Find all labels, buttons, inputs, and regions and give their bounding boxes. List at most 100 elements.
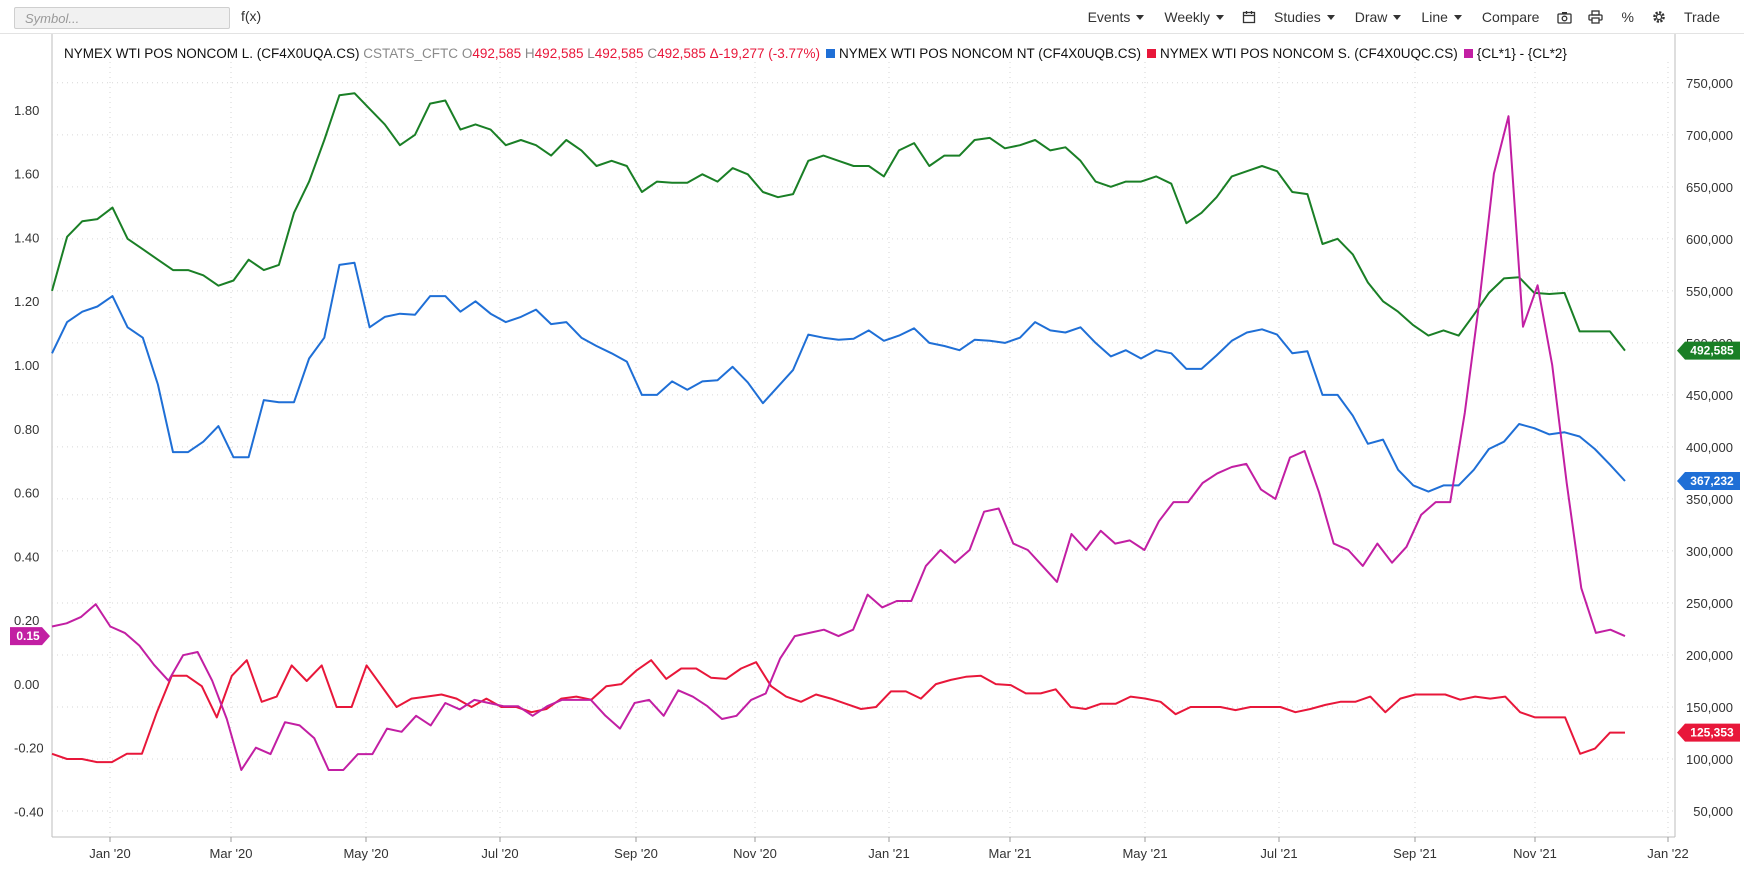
legend-open-value: 492,585 <box>472 46 522 61</box>
compare-label: Compare <box>1481 9 1540 25</box>
x-axis-tick-label: Jan '22 <box>1647 846 1689 861</box>
chevron-down-icon <box>1326 14 1335 20</box>
right-axis-tick-label: 700,000 <box>1686 128 1733 143</box>
legend-series4[interactable]: {CL*1} - {CL*2} <box>1476 46 1567 61</box>
right-axis-tick-label: 600,000 <box>1686 232 1733 247</box>
compare-button[interactable]: Compare <box>1472 0 1550 34</box>
gridlines <box>51 34 1676 838</box>
left-axis: 1.80 1.60 1.40 1.20 1.00 0.80 0.60 0.40 0.20 0.00… <box>14 103 44 820</box>
legend-change: Δ-19,277 (-3.77%) <box>709 46 820 61</box>
events-menu[interactable]: Events <box>1078 0 1155 34</box>
left-axis-tick-label: 0.20 <box>14 613 39 628</box>
chart-type-label: Line <box>1421 9 1448 25</box>
trade-label: Trade <box>1683 9 1720 25</box>
interval-menu[interactable]: Weekly <box>1154 0 1234 34</box>
price-tag-label: 0.15 <box>16 629 40 643</box>
price-tag-blue: 367,232 <box>1677 471 1740 490</box>
toolbar: f(x) Events Weekly Studies Draw Line Com… <box>0 0 1744 34</box>
toolbar-actions: Events Weekly Studies Draw Line Compare … <box>1078 0 1730 34</box>
price-tag-green: 492,585 <box>1677 341 1740 360</box>
chevron-down-icon <box>1216 14 1225 20</box>
calendar-button[interactable] <box>1234 0 1264 34</box>
price-tag-label: 125,353 <box>1690 726 1734 740</box>
price-tag-magenta: 0.15 <box>10 627 50 646</box>
chart-type-menu[interactable]: Line <box>1411 0 1471 34</box>
price-tag-label: 492,585 <box>1690 344 1734 358</box>
legend-low-value: 492,585 <box>594 46 644 61</box>
legend-source: CSTATS_CFTC <box>363 46 459 61</box>
legend-close-value: 492,585 <box>657 46 706 61</box>
legend-swatch-blue <box>826 49 835 58</box>
interval-label: Weekly <box>1164 9 1211 25</box>
print-button[interactable] <box>1580 0 1611 34</box>
chevron-down-icon <box>1453 14 1462 20</box>
right-axis: 750,000700,000650,000600,000550,000500,0… <box>1686 76 1733 819</box>
x-axis-tick-label: Mar '20 <box>210 846 253 861</box>
x-axis-tick-label: Sep '20 <box>614 846 658 861</box>
calendar-icon <box>1242 11 1256 24</box>
series-line-blue <box>51 261 1626 493</box>
percent-label: % <box>1621 9 1634 25</box>
right-axis-tick-label: 100,000 <box>1686 752 1733 767</box>
legend-high-value: 492,585 <box>534 46 584 61</box>
left-axis-tick-label: 1.60 <box>14 167 39 182</box>
settings-button[interactable] <box>1644 0 1674 34</box>
symbol-search-input[interactable] <box>14 7 230 29</box>
price-tag-shape <box>10 627 50 646</box>
draw-label: Draw <box>1354 9 1388 25</box>
legend-main-symbol[interactable]: NYMEX WTI POS NONCOM L. (CF4X0UQA.CS) <box>64 46 360 61</box>
left-axis-tick-label: -0.20 <box>14 741 44 756</box>
price-tag-shape <box>1677 341 1740 360</box>
series-line-green <box>51 92 1626 352</box>
x-axis-tick-label: Sep '21 <box>1393 846 1437 861</box>
legend-swatch-magenta <box>1463 49 1473 58</box>
x-axis-tick-label: May '20 <box>343 846 388 861</box>
series-line-red <box>51 659 1625 764</box>
legend-series3[interactable]: NYMEX WTI POS NONCOM S. (CF4X0UQC.CS) <box>1160 46 1458 61</box>
right-axis-tick-label: 450,000 <box>1686 388 1733 403</box>
printer-icon <box>1588 10 1604 24</box>
trade-button[interactable]: Trade <box>1674 0 1730 34</box>
x-axis-tick-label: Jan '20 <box>89 846 131 861</box>
events-label: Events <box>1087 9 1131 25</box>
function-button[interactable]: f(x) <box>241 8 262 24</box>
right-axis-tick-label: 150,000 <box>1686 700 1733 715</box>
draw-menu[interactable]: Draw <box>1345 0 1412 34</box>
series-line-magenta <box>51 115 1626 771</box>
x-axis-tick-label: Jul '21 <box>1260 846 1297 861</box>
legend-low-label: L <box>587 46 595 61</box>
camera-icon <box>1557 11 1573 24</box>
x-axis-tick-label: Nov '21 <box>1513 846 1557 861</box>
left-axis-tick-label: 0.60 <box>14 486 39 501</box>
studies-menu[interactable]: Studies <box>1264 0 1345 34</box>
left-axis-tick-label: 1.80 <box>14 103 39 118</box>
right-axis-tick-label: 50,000 <box>1693 804 1733 819</box>
x-axis-tick-label: Mar '21 <box>989 846 1032 861</box>
legend-swatch-red <box>1147 49 1157 58</box>
price-tag-shape <box>1677 471 1740 490</box>
legend-high-label: H <box>524 46 535 61</box>
legend-close-label: C <box>647 46 658 61</box>
right-axis-tick-label: 400,000 <box>1686 440 1733 455</box>
snapshot-button[interactable] <box>1549 0 1580 34</box>
x-axis-tick-label: Jul '20 <box>481 846 518 861</box>
right-axis-tick-label: 300,000 <box>1686 544 1733 559</box>
right-axis-tick-label: 350,000 <box>1686 492 1733 507</box>
right-axis-tick-label: 550,000 <box>1686 284 1733 299</box>
left-axis-tick-label: 0.40 <box>14 549 39 564</box>
x-axis-tick-label: Nov '20 <box>733 846 777 861</box>
left-axis-tick-label: 1.40 <box>14 230 39 245</box>
x-axis: Jan '20 Mar '20 May '20 Jul '20 Sep '20 Nov '… <box>89 837 1689 861</box>
percent-button[interactable]: % <box>1611 0 1643 34</box>
chevron-down-icon <box>1136 14 1145 20</box>
chart-legend: NYMEX WTI POS NONCOM L. (CF4X0UQA.CS) CS… <box>64 46 1567 61</box>
left-axis-tick-label: -0.40 <box>14 804 44 819</box>
price-tag-red: 125,353 <box>1677 723 1740 742</box>
x-axis-tick-label: May '21 <box>1122 846 1167 861</box>
legend-series2[interactable]: NYMEX WTI POS NONCOM NT (CF4X0UQB.CS) <box>839 46 1142 61</box>
price-tags: 492,585 367,232 125,353 0.15 <box>10 341 1740 742</box>
left-axis-tick-label: 0.00 <box>14 677 39 692</box>
right-axis-tick-label: 650,000 <box>1686 180 1733 195</box>
chevron-down-icon <box>1393 14 1402 20</box>
